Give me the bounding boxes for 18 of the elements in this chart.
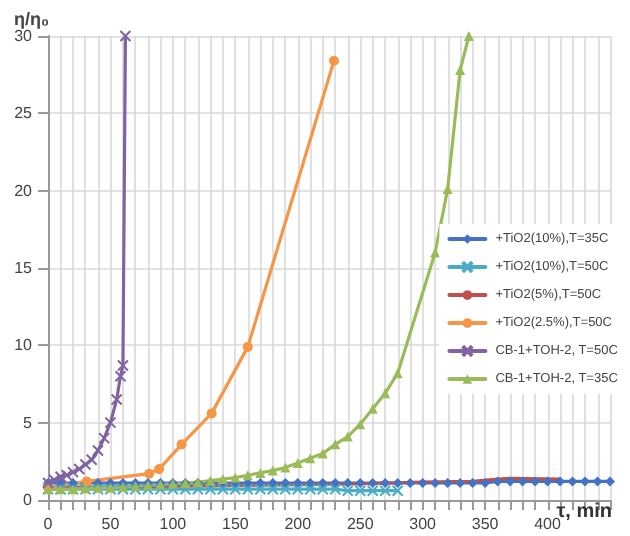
y-tick-label: 0 <box>23 491 34 509</box>
x-tick-label: 400 <box>534 515 562 533</box>
y-tick-label: 15 <box>14 259 34 277</box>
y-axis-title: η/η₀ <box>14 9 50 29</box>
y-tick-label: 5 <box>23 413 34 432</box>
x-tick-label: 150 <box>221 515 250 533</box>
y-tick-label: 30 <box>14 27 34 45</box>
x-tick-label: 0 <box>43 515 54 533</box>
x-tick-label: 200 <box>284 515 313 533</box>
x-tick-label: 300 <box>409 515 438 533</box>
x-tick-label: 50 <box>101 515 121 533</box>
x-axis-title: τ, min <box>556 501 613 523</box>
x-tick-label: 350 <box>471 515 500 533</box>
y-tick-label: 25 <box>14 104 34 123</box>
y-tick-label: 10 <box>14 336 34 355</box>
y-tick-label: 20 <box>14 181 34 200</box>
x-tick-label: 250 <box>346 515 375 533</box>
x-tick-label: 100 <box>159 515 188 533</box>
